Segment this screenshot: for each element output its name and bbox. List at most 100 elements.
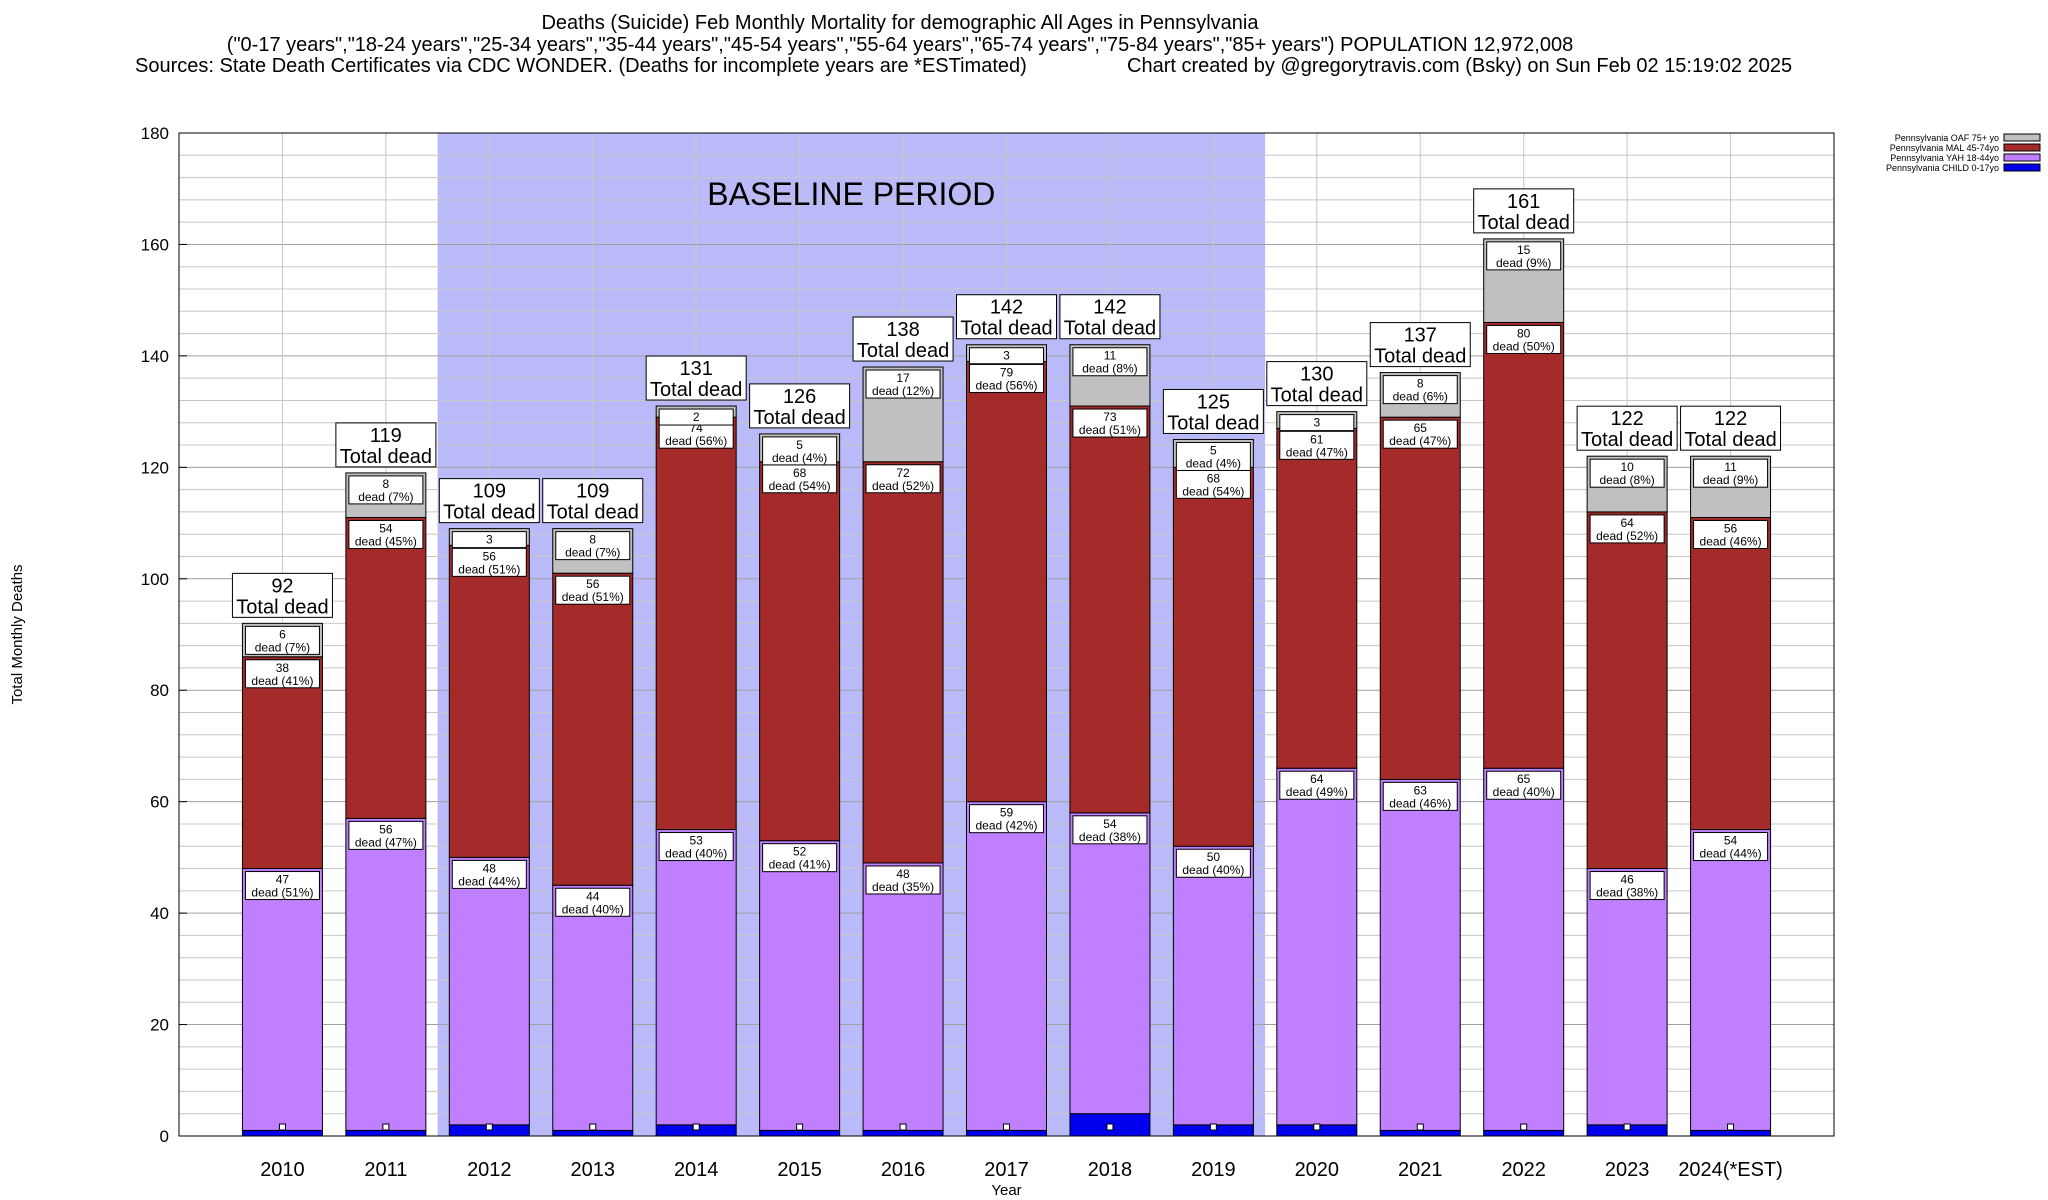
total-value-label: 142 [1093, 297, 1126, 319]
segment-value-label: 44 [586, 889, 600, 903]
segment-label-box [1693, 832, 1769, 862]
segment-value-label: 15 [1517, 243, 1531, 257]
segment-percent-label: dead (45%) [355, 534, 417, 548]
legend-swatch [2003, 143, 2041, 152]
bar-segment [1586, 868, 1668, 1126]
segment-value-label: 3 [1313, 416, 1320, 430]
segment-label-box [969, 804, 1044, 834]
y-tick-label: 60 [150, 793, 169, 812]
segment-value-label: 52 [793, 845, 807, 859]
y-tick-label: 120 [141, 458, 169, 477]
x-tick-label: 2022 [1501, 1159, 1546, 1181]
segment-value-label: 48 [896, 867, 910, 881]
y-tick-label: 80 [150, 681, 169, 700]
segment-label-box [1382, 781, 1458, 811]
total-label-box [1162, 388, 1264, 434]
segment-label-box [348, 820, 424, 850]
segment-value-label: 8 [589, 533, 596, 547]
segment-label-box [865, 464, 941, 494]
segment-percent-label: dead (9%) [1496, 256, 1551, 270]
total-dead-label: Total dead [1271, 385, 1363, 407]
segment-label-box [969, 347, 1044, 365]
total-value-label: 125 [1197, 391, 1230, 413]
segment-label-box [762, 464, 838, 494]
segment-value-label: 54 [1724, 834, 1738, 848]
base-marker [899, 1123, 907, 1131]
segment-label-box [244, 871, 320, 901]
x-tick-label: 2017 [984, 1159, 1029, 1181]
segment-value-label: 68 [793, 466, 807, 480]
total-label-box [749, 383, 851, 429]
legend-label: Pennsylvania OAF 75+ yo [1895, 133, 1999, 143]
x-tick-label: 2024(*EST) [1678, 1159, 1783, 1181]
segment-label-box [1072, 408, 1148, 438]
segment-percent-label: dead (47%) [1286, 445, 1348, 459]
total-label-box [852, 316, 954, 362]
segment-value-label: 47 [276, 873, 290, 887]
bar-segment [1690, 829, 1772, 1131]
base-marker [1313, 1123, 1321, 1131]
segment-label-box [244, 625, 320, 655]
chart-subtitle: ("0-17 years","18-24 years","25-34 years… [226, 34, 1574, 56]
segment-label-box [658, 408, 734, 426]
bar-segment [862, 1129, 944, 1137]
segment-label-box [1486, 324, 1562, 354]
bar-segment [241, 656, 323, 870]
legend-swatch [2003, 153, 2041, 162]
segment-label-box [1072, 347, 1148, 377]
bar-segment [862, 461, 944, 864]
bar-segment [1483, 767, 1565, 1131]
bar-segment [759, 1129, 841, 1137]
segment-percent-label: dead (12%) [872, 384, 934, 398]
plot-border [178, 132, 1835, 1137]
total-value-label: 131 [680, 358, 713, 380]
x-tick-label: 2019 [1191, 1159, 1236, 1181]
segment-percent-label: dead (44%) [458, 874, 520, 888]
segment-percent-label: dead (56%) [975, 378, 1037, 392]
total-value-label: 92 [271, 575, 293, 597]
segment-label-box [969, 363, 1044, 393]
total-value-label: 126 [783, 386, 816, 408]
bar-segment [1379, 1129, 1461, 1137]
y-tick-label: 40 [150, 904, 169, 923]
segment-percent-label: dead (40%) [1182, 863, 1244, 877]
bar-segment [552, 884, 634, 1131]
legend-label: Pennsylvania YAH 18-44yo [1890, 153, 1999, 163]
segment-percent-label: dead (4%) [1186, 456, 1241, 470]
y-tick-label: 140 [141, 347, 169, 366]
bar-segment [1690, 516, 1772, 831]
legend-swatch [2003, 133, 2041, 142]
total-dead-label: Total dead [443, 502, 535, 524]
bar-segment [1172, 466, 1254, 847]
bar-segment [241, 868, 323, 1131]
segment-value-label: 72 [896, 466, 910, 480]
legend-label: Pennsylvania CHILD 0-17yo [1886, 163, 1999, 173]
sources-text: Sources: State Death Certificates via CD… [135, 55, 1027, 77]
segment-value-label: 65 [1414, 421, 1428, 435]
segment-label-box [762, 843, 838, 873]
segment-value-label: 54 [379, 521, 393, 535]
segment-percent-label: dead (44%) [1700, 847, 1762, 861]
total-label-box [1473, 188, 1575, 234]
bar-segment [759, 461, 841, 842]
bar-segment [345, 817, 427, 1131]
segment-value-label: 48 [483, 861, 497, 875]
segment-percent-label: dead (38%) [1596, 886, 1658, 900]
segment-value-label: 63 [1414, 783, 1428, 797]
base-marker [1520, 1123, 1528, 1131]
segment-value-label: 73 [1103, 410, 1117, 424]
segment-label-box [1486, 241, 1562, 271]
segment-value-label: 65 [1517, 772, 1531, 786]
total-label-box [1680, 405, 1782, 451]
bar-segment [655, 829, 737, 1126]
segment-percent-label: dead (54%) [769, 479, 831, 493]
base-marker [1003, 1123, 1010, 1131]
segment-label-box [658, 832, 734, 862]
segment-percent-label: dead (49%) [1286, 785, 1348, 799]
segment-value-label: 2 [693, 410, 700, 424]
bar-segment [345, 516, 427, 819]
segment-percent-label: dead (47%) [1389, 434, 1451, 448]
base-marker [1106, 1123, 1114, 1131]
total-dead-label: Total dead [857, 340, 949, 362]
segment-label-box [762, 436, 838, 466]
